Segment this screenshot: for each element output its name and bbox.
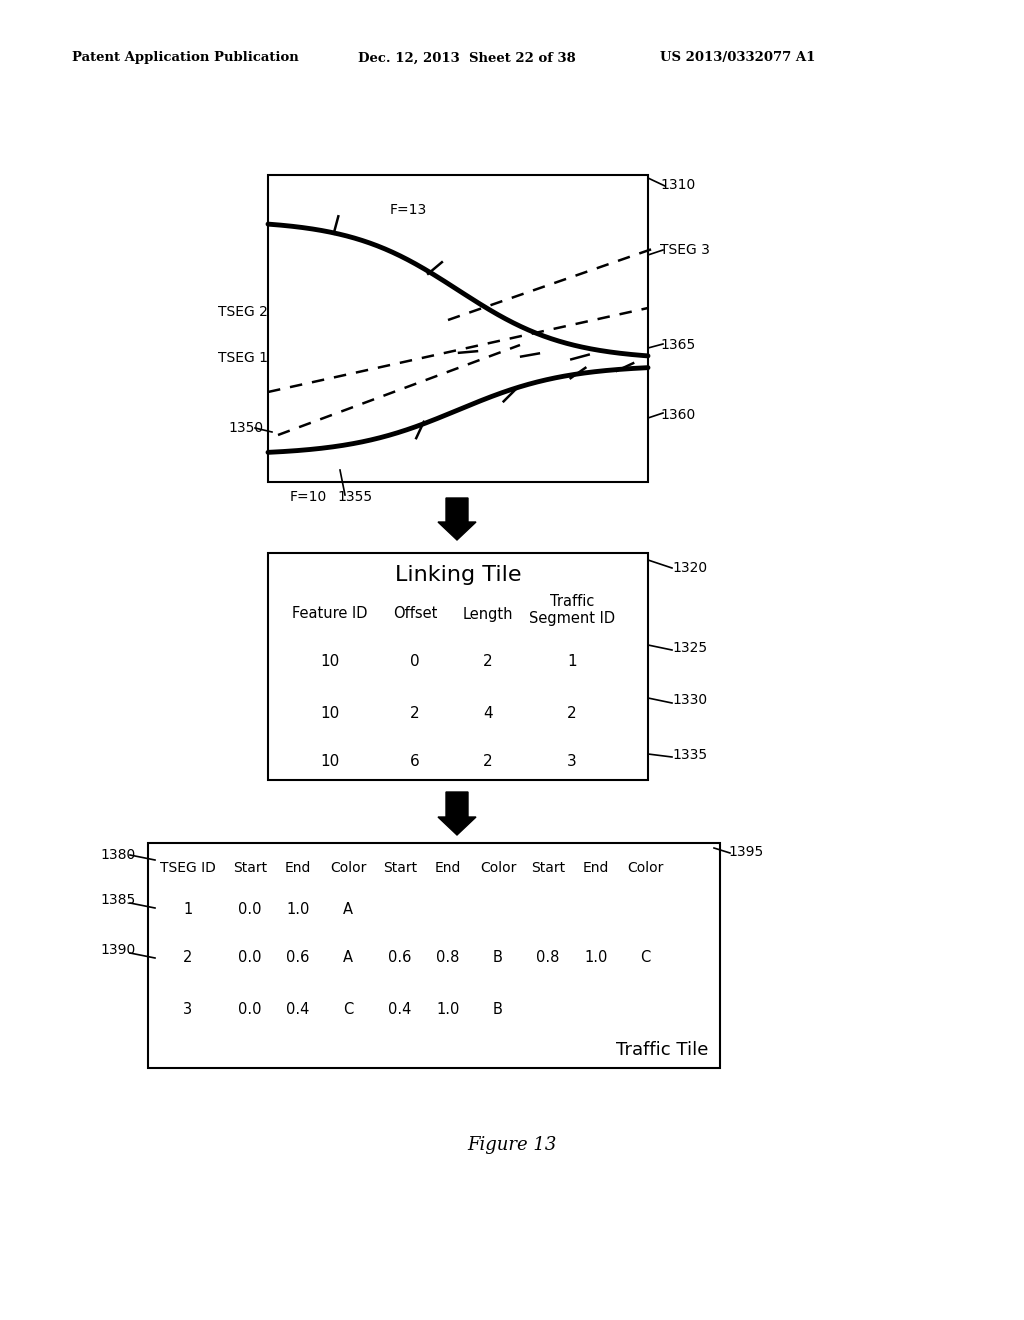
Text: 1355: 1355 bbox=[338, 490, 373, 504]
Text: Color: Color bbox=[480, 861, 516, 875]
Text: Start: Start bbox=[530, 861, 565, 875]
Text: C: C bbox=[640, 950, 650, 965]
Text: 0.6: 0.6 bbox=[388, 950, 412, 965]
Text: F=13: F=13 bbox=[390, 203, 427, 216]
Text: 1.0: 1.0 bbox=[585, 950, 607, 965]
Text: 10: 10 bbox=[321, 655, 340, 669]
Text: Start: Start bbox=[232, 861, 267, 875]
Text: 1360: 1360 bbox=[660, 408, 695, 422]
Text: Traffic Tile: Traffic Tile bbox=[615, 1041, 708, 1059]
Text: 10: 10 bbox=[321, 755, 340, 770]
Text: 1385: 1385 bbox=[100, 894, 135, 907]
Text: Feature ID: Feature ID bbox=[292, 606, 368, 622]
Text: 0.0: 0.0 bbox=[239, 903, 262, 917]
Text: TSEG 3: TSEG 3 bbox=[660, 243, 710, 257]
Text: 0.0: 0.0 bbox=[239, 1002, 262, 1018]
Text: 2: 2 bbox=[411, 706, 420, 722]
Text: 1.0: 1.0 bbox=[287, 903, 309, 917]
Text: US 2013/0332077 A1: US 2013/0332077 A1 bbox=[660, 51, 815, 65]
Text: TSEG 2: TSEG 2 bbox=[218, 305, 268, 319]
Text: 2: 2 bbox=[567, 706, 577, 722]
Text: Offset: Offset bbox=[393, 606, 437, 622]
Text: 2: 2 bbox=[483, 655, 493, 669]
Text: 10: 10 bbox=[321, 706, 340, 722]
Text: Figure 13: Figure 13 bbox=[467, 1137, 557, 1154]
Text: 4: 4 bbox=[483, 706, 493, 722]
Text: Color: Color bbox=[330, 861, 367, 875]
Text: 0.8: 0.8 bbox=[436, 950, 460, 965]
Text: 1380: 1380 bbox=[100, 847, 135, 862]
Text: 1: 1 bbox=[567, 655, 577, 669]
Text: 1365: 1365 bbox=[660, 338, 695, 352]
Bar bbox=[268, 553, 648, 780]
Text: TSEG 1: TSEG 1 bbox=[218, 351, 268, 366]
Text: 0.8: 0.8 bbox=[537, 950, 560, 965]
Text: 0.6: 0.6 bbox=[287, 950, 309, 965]
Text: 0.0: 0.0 bbox=[239, 950, 262, 965]
Text: 1330: 1330 bbox=[672, 693, 708, 708]
Bar bbox=[268, 176, 648, 482]
Text: 1.0: 1.0 bbox=[436, 1002, 460, 1018]
Text: Color: Color bbox=[627, 861, 664, 875]
Text: 1310: 1310 bbox=[660, 178, 695, 191]
Text: 1390: 1390 bbox=[100, 942, 135, 957]
Text: 2: 2 bbox=[183, 950, 193, 965]
Text: F=10: F=10 bbox=[290, 490, 328, 504]
Text: 1350: 1350 bbox=[228, 421, 263, 436]
Text: 6: 6 bbox=[411, 755, 420, 770]
Text: 0: 0 bbox=[411, 655, 420, 669]
Text: 1320: 1320 bbox=[672, 561, 708, 576]
Text: 1395: 1395 bbox=[728, 845, 763, 859]
Text: A: A bbox=[343, 903, 353, 917]
Text: 0.4: 0.4 bbox=[388, 1002, 412, 1018]
Text: TSEG ID: TSEG ID bbox=[160, 861, 216, 875]
Text: C: C bbox=[343, 1002, 353, 1018]
Text: 3: 3 bbox=[183, 1002, 193, 1018]
Text: Dec. 12, 2013  Sheet 22 of 38: Dec. 12, 2013 Sheet 22 of 38 bbox=[358, 51, 575, 65]
Text: 2: 2 bbox=[483, 755, 493, 770]
Text: Linking Tile: Linking Tile bbox=[394, 565, 521, 585]
Text: End: End bbox=[435, 861, 461, 875]
Text: Patent Application Publication: Patent Application Publication bbox=[72, 51, 299, 65]
Text: 1335: 1335 bbox=[672, 748, 708, 762]
FancyArrow shape bbox=[438, 498, 476, 540]
Text: 1325: 1325 bbox=[672, 642, 708, 655]
Bar bbox=[148, 843, 720, 1068]
Text: 3: 3 bbox=[567, 755, 577, 770]
Text: Length: Length bbox=[463, 606, 513, 622]
Text: End: End bbox=[285, 861, 311, 875]
Text: B: B bbox=[494, 950, 503, 965]
FancyArrow shape bbox=[438, 792, 476, 836]
Text: A: A bbox=[343, 950, 353, 965]
Text: Start: Start bbox=[383, 861, 417, 875]
Text: B: B bbox=[494, 1002, 503, 1018]
Text: 0.4: 0.4 bbox=[287, 1002, 309, 1018]
Text: 1: 1 bbox=[183, 903, 193, 917]
Text: Traffic
Segment ID: Traffic Segment ID bbox=[529, 594, 615, 626]
Text: End: End bbox=[583, 861, 609, 875]
